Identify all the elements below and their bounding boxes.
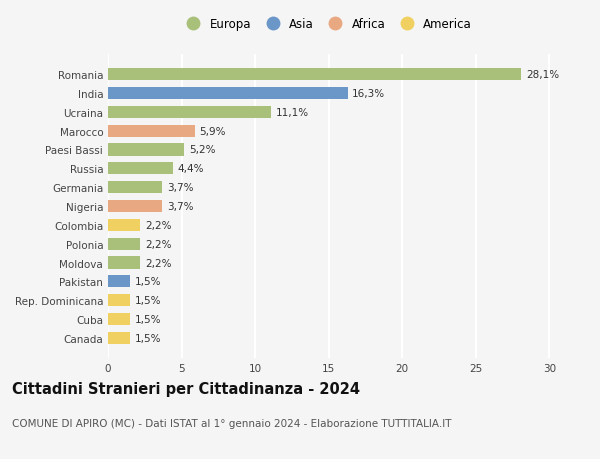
Text: 3,7%: 3,7% [167,202,193,212]
Text: Cittadini Stranieri per Cittadinanza - 2024: Cittadini Stranieri per Cittadinanza - 2… [12,381,360,396]
Text: 1,5%: 1,5% [134,296,161,306]
Text: 4,4%: 4,4% [177,164,203,174]
Text: 5,9%: 5,9% [199,126,226,136]
Bar [108,294,130,307]
Text: 16,3%: 16,3% [352,89,385,99]
Bar [108,276,130,288]
Bar [108,69,521,81]
Bar [108,219,140,231]
Text: 28,1%: 28,1% [526,70,559,80]
Bar [108,332,130,344]
Bar [108,257,140,269]
Text: 2,2%: 2,2% [145,258,171,268]
Bar [108,201,163,213]
Bar [108,125,195,137]
Bar [108,163,173,175]
Text: 2,2%: 2,2% [145,239,171,249]
Text: 3,7%: 3,7% [167,183,193,193]
Legend: Europa, Asia, Africa, America: Europa, Asia, Africa, America [179,16,475,33]
Bar [108,144,184,156]
Text: 5,2%: 5,2% [189,145,215,155]
Text: 11,1%: 11,1% [275,107,309,118]
Text: 2,2%: 2,2% [145,220,171,230]
Text: 1,5%: 1,5% [134,277,161,287]
Bar [108,182,163,194]
Text: COMUNE DI APIRO (MC) - Dati ISTAT al 1° gennaio 2024 - Elaborazione TUTTITALIA.I: COMUNE DI APIRO (MC) - Dati ISTAT al 1° … [12,418,452,428]
Bar [108,313,130,325]
Text: 1,5%: 1,5% [134,333,161,343]
Bar [108,88,348,100]
Bar [108,106,271,119]
Text: 1,5%: 1,5% [134,314,161,325]
Bar [108,238,140,250]
